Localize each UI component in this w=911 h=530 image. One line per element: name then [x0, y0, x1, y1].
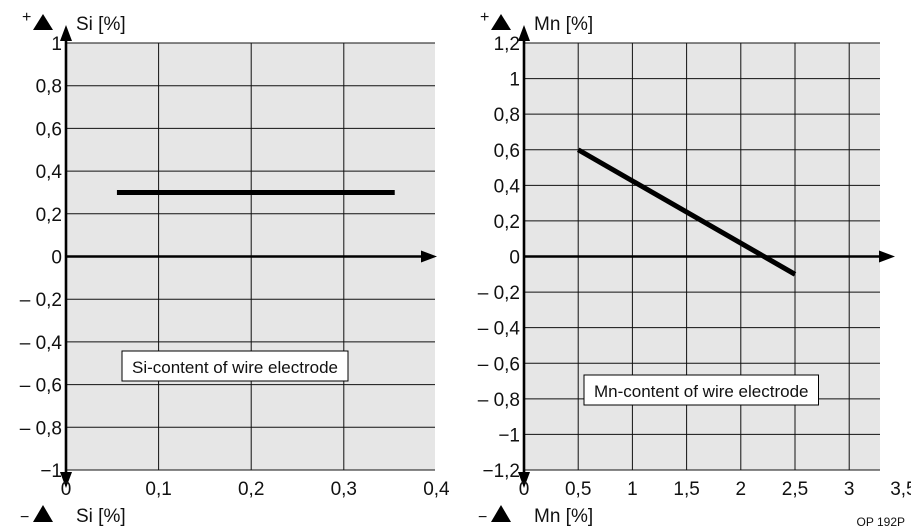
- si-annotation-text: Si-content of wire electrode: [132, 358, 338, 377]
- mn-annotation-text: Mn-content of wire electrode: [594, 382, 809, 401]
- mn-series-line: [576, 147, 797, 277]
- mn-bottom-sign: −: [478, 509, 487, 526]
- si-top-axis-label: Si [%]: [76, 14, 126, 35]
- mn-y-tick-label: 1,2: [494, 34, 520, 55]
- mn-annotation-box: [583, 374, 819, 406]
- si-y-tick-label: −1: [40, 461, 62, 482]
- si-chart: −1 – 0,8 – 0,6 – 0,4 – 0,2 0 0,2 0,4 0,6 0,8 1 0 0,1…: [20, 9, 450, 527]
- mn-y-tick-label: 0,2: [494, 212, 520, 233]
- si-x-tick-label: 0,4: [423, 479, 450, 500]
- si-bottom-triangle-icon: [33, 505, 53, 522]
- mn-bottom-axis-label: Mn [%]: [534, 506, 593, 527]
- si-y-axis-arrow-down: [60, 472, 72, 488]
- mn-top-axis-label: Mn [%]: [534, 14, 593, 35]
- mn-y-tick-label: 0: [509, 248, 520, 269]
- mn-x-tick-label: 2,5: [782, 479, 808, 500]
- si-y-tick-label: – 0,8: [20, 418, 62, 439]
- si-top-sign: +: [22, 9, 31, 26]
- si-x-axis-arrow: [421, 250, 437, 263]
- si-y-tick-label: – 0,6: [20, 376, 62, 397]
- mn-y-tick-label: – 0,2: [478, 283, 520, 304]
- si-y-tick-label: 0,4: [36, 162, 63, 183]
- si-x-tick-label: 0,1: [145, 479, 171, 500]
- mn-x-tick-label: 1,5: [673, 479, 699, 500]
- mn-chart: −1,2−1– 0,8– 0,6– 0,4– 0,200,20,40,60,81…: [478, 9, 911, 527]
- mn-x-tick-label: 1: [627, 479, 638, 500]
- mn-y-axis-arrow-up: [518, 25, 530, 41]
- si-annotation-box: [121, 350, 349, 382]
- mn-x-tick-label: 0,5: [565, 479, 591, 500]
- si-x-tick-label: 0,3: [331, 479, 357, 500]
- mn-top-sign: +: [480, 9, 489, 26]
- mn-x-tick-label: 2: [736, 479, 747, 500]
- mn-y-tick-label: 1: [509, 70, 520, 91]
- mn-y-tick-label: 0,4: [494, 176, 521, 197]
- mn-x-tick-label: 0: [519, 479, 530, 500]
- si-y-tick-label: – 0,4: [20, 333, 63, 354]
- mn-y-axis-arrow-down: [518, 472, 530, 488]
- mn-bottom-triangle-icon: [491, 505, 511, 522]
- mn-x-axis-arrow: [879, 250, 895, 263]
- si-bottom-axis-label: Si [%]: [76, 506, 126, 527]
- mn-top-triangle-icon: [491, 14, 511, 30]
- si-y-tick-label: 0: [51, 248, 62, 269]
- mn-y-tick-label: – 0,8: [478, 390, 520, 411]
- mn-y-tick-label: −1: [498, 425, 520, 446]
- si-x-tick-label: 0,2: [238, 479, 264, 500]
- si-y-tick-label: 0,6: [36, 119, 62, 140]
- figure-code: OP 192P: [857, 515, 905, 529]
- si-bottom-sign: −: [20, 509, 29, 526]
- si-y-tick-label: 0,8: [36, 77, 62, 98]
- si-x-tick-label: 0: [61, 479, 72, 500]
- si-y-tick-label: 1: [51, 34, 62, 55]
- si-y-axis-arrow-up: [60, 25, 72, 41]
- mn-y-tick-label: 0,6: [494, 141, 520, 162]
- mn-y-tick-label: 0,8: [494, 105, 520, 126]
- si-y-tick-label: – 0,2: [20, 290, 62, 311]
- mn-y-tick-label: – 0,6: [478, 354, 520, 375]
- si-top-triangle-icon: [33, 14, 53, 30]
- si-y-tick-label: 0,2: [36, 205, 62, 226]
- mn-x-tick-label: 3: [844, 479, 855, 500]
- mn-y-tick-label: – 0,4: [478, 319, 521, 340]
- mn-y-tick-label: −1,2: [482, 461, 520, 482]
- mn-x-tick-label: 3,5: [890, 479, 911, 500]
